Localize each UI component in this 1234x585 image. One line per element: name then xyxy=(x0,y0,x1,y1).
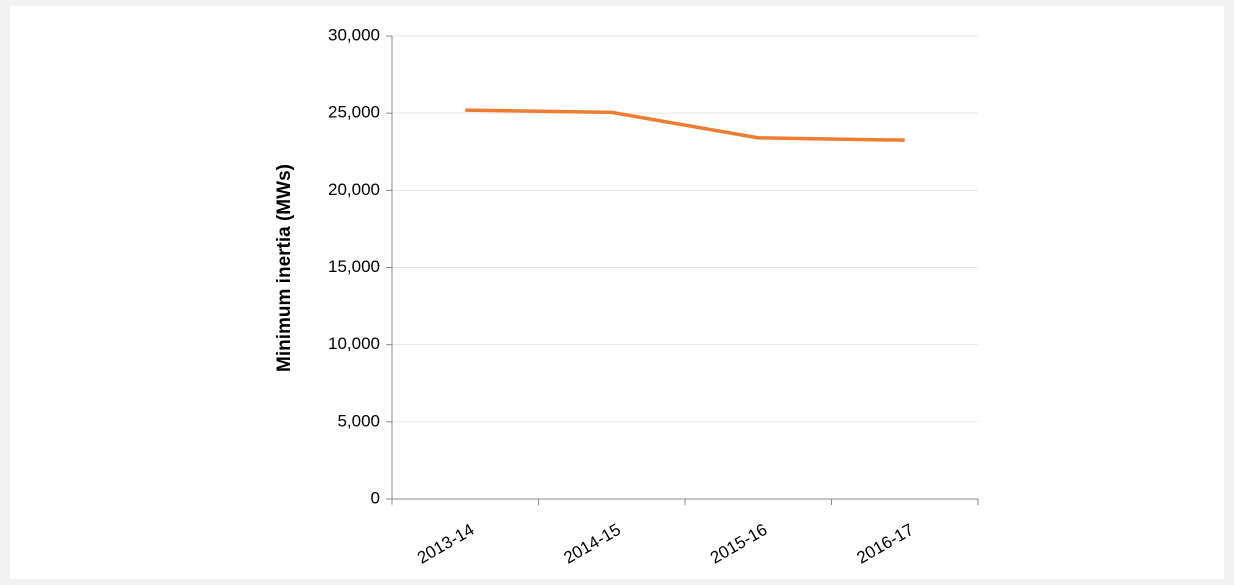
y-tick-label: 10,000 xyxy=(328,334,380,353)
y-tick-label: 25,000 xyxy=(328,103,380,122)
data-line xyxy=(465,108,905,142)
y-tick-label: 0 xyxy=(371,488,380,507)
y-tick-label: 20,000 xyxy=(328,180,380,199)
y-axis-label: Minimum inertia (MWs) xyxy=(274,164,295,372)
y-tick-label: 5,000 xyxy=(337,411,380,430)
y-tick-label: 30,000 xyxy=(328,25,380,44)
y-tick-label: 15,000 xyxy=(328,257,380,276)
chart-background xyxy=(10,6,1224,579)
